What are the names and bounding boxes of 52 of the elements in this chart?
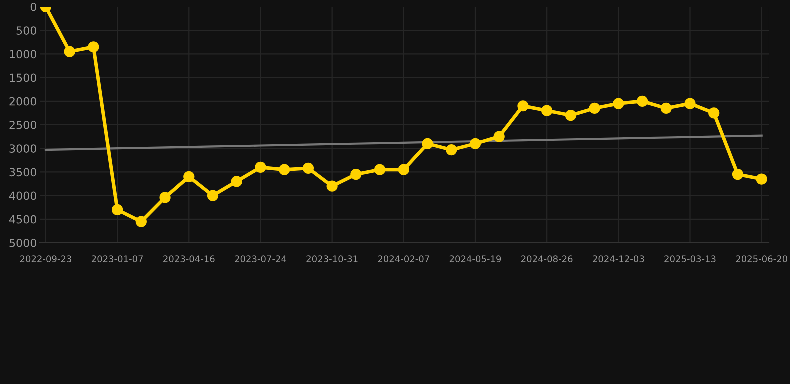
point bbox=[446, 144, 458, 156]
point bbox=[398, 164, 410, 176]
x-tick-label: 2025-03-13 bbox=[664, 256, 716, 262]
point bbox=[518, 100, 529, 112]
y-tick-label: 5000 bbox=[10, 238, 36, 248]
point bbox=[255, 162, 266, 174]
y-tick-label: 2500 bbox=[10, 120, 36, 130]
x-tick-label: 2024-05-19 bbox=[450, 256, 502, 262]
x-tick-label: 2023-10-31 bbox=[306, 256, 358, 262]
x-tick-label: 2023-01-07 bbox=[92, 256, 144, 262]
point bbox=[589, 102, 600, 114]
point bbox=[112, 204, 124, 216]
point bbox=[350, 169, 362, 180]
point bbox=[279, 164, 290, 176]
point bbox=[542, 105, 553, 116]
point bbox=[756, 174, 768, 185]
x-tick-label: 2025-06-20 bbox=[736, 256, 788, 262]
point bbox=[88, 42, 100, 53]
x-tick-label: 2024-08-26 bbox=[522, 256, 573, 262]
y-tick-label: 3000 bbox=[10, 144, 36, 153]
point bbox=[613, 98, 624, 110]
x-tick-label: 2022-09-23 bbox=[20, 256, 72, 262]
point bbox=[184, 171, 195, 182]
y-tick-label: 1000 bbox=[10, 50, 36, 59]
point bbox=[470, 138, 482, 150]
point bbox=[684, 98, 696, 110]
y-tick-label: 3500 bbox=[10, 168, 36, 177]
point bbox=[636, 96, 648, 107]
y-tick-label: 4500 bbox=[9, 215, 36, 224]
point bbox=[565, 110, 576, 122]
point bbox=[708, 108, 720, 119]
y-tick-label: 4000 bbox=[9, 192, 36, 200]
point bbox=[160, 192, 171, 204]
point bbox=[660, 102, 672, 114]
point bbox=[207, 190, 219, 202]
point bbox=[732, 169, 744, 180]
y-tick-label: 2000 bbox=[10, 97, 36, 106]
point bbox=[326, 180, 338, 192]
point bbox=[64, 46, 76, 58]
point bbox=[231, 176, 242, 188]
point bbox=[302, 162, 314, 174]
point bbox=[374, 164, 386, 176]
x-tick-label: 2023-07-24 bbox=[235, 256, 286, 262]
point bbox=[494, 131, 505, 142]
x-tick-label: 2024-12-03 bbox=[593, 256, 644, 262]
x-tick-label: 2024-02-07 bbox=[378, 256, 430, 262]
x-tick-label: 2023-04-16 bbox=[164, 256, 215, 262]
y-tick-label: 500 bbox=[16, 26, 36, 35]
point bbox=[422, 138, 434, 150]
y-tick-label: 1500 bbox=[10, 74, 36, 82]
point bbox=[136, 216, 147, 228]
y-tick-label: 0 bbox=[30, 2, 36, 12]
